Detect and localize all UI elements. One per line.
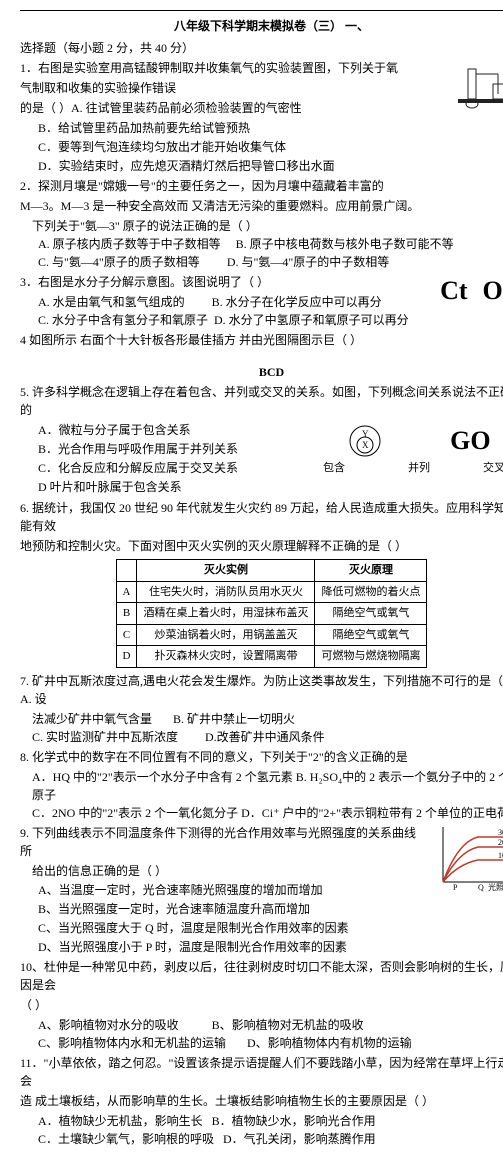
row-c: C: [116, 624, 137, 646]
q10-opt-a: A、影响植物对水分的吸收: [38, 1018, 179, 1032]
q7-opt-d: D.改善矿井中通风条件: [205, 730, 325, 744]
exam-title: 八年级下科学期末模拟卷（三） 一、: [20, 17, 503, 35]
row-b: B: [116, 603, 137, 625]
svg-text:P: P: [453, 883, 458, 892]
svg-text:Y: Y: [362, 429, 369, 439]
label-oo: OO: [483, 276, 503, 305]
q2-opt-d: D. 与"氨—4"原子的中子数相等: [227, 255, 389, 269]
cell-b1: 酒精在桌上着火时，用湿抹布盖灭: [137, 603, 315, 625]
q10-opt-d: D、影响植物体内有机物的运输: [247, 1036, 412, 1050]
q7-stem-2: 法减少矿井中氧气含量: [32, 712, 152, 726]
q3-figure: Ct OO: [440, 271, 503, 310]
q9-opt-b: B、当光照强度一定时，光合速率随温度升高而增加: [38, 900, 503, 918]
q2-stem-2: M—3。M—3 是一种安全高效而 又清洁无污染的重要燃料。应用前景广阔。: [20, 197, 503, 215]
q6-table: 灭火实例灭火原理 A住宅失火时，消防队员用水灭火降低可燃物的着火点 B酒精在桌上…: [116, 559, 428, 668]
cell-a2: 降低可燃物的着火点: [315, 581, 427, 603]
row-d: D: [116, 646, 137, 668]
rel-contain: 包含: [323, 460, 345, 477]
cell-c1: 炒菜油锅着火时，用锅盖盖灭: [137, 624, 315, 646]
q11-opt-c: C．土壤缺少氧气，影响根的呼吸: [38, 1132, 214, 1146]
q1-stem-2: 气制取和收集的实验操作错误: [20, 79, 503, 97]
cell-a1: 住宅失火时，消防队员用水灭火: [137, 581, 315, 603]
q5-figure: YX GO 包含 并列 交叉: [313, 421, 503, 478]
q10-stem: 10、杜仲是一种常见中药，剥皮以后，往往剥树皮时切口不能太深，否则会影响树的生长…: [20, 958, 503, 994]
q9-graph: 30℃ 20℃ 10℃ P Q 光照强度: [433, 822, 503, 897]
q2-opt-b: B. 原子中核电荷数与核外电子数可能不等: [236, 237, 454, 251]
q8-opt-c: C．2NO 中的"2"表示 2 个一氧化氮分子 D．Ci⁺ 户中的"2+"表示铜…: [20, 804, 503, 822]
row-a: A: [116, 581, 137, 603]
rel-parallel: 并列: [408, 460, 430, 477]
q11-stem-2: 造 成土壤板结，从而影响草的生长。土壤板结影响植物生长的主要原因是（ ）: [20, 1092, 503, 1110]
q3-opt-c: C. 水分子中含有氢分子和氧原子: [38, 313, 208, 327]
q2-stem: 2．探测月壤是"嫦娥一号"的主要任务之一，因为月壤中蕴藏着丰富的: [20, 177, 503, 195]
q3-opt-d: D. 水分了中氢原子和氧原子可以再分: [214, 313, 409, 327]
q2-opt-a: A. 原子核内质子数等于中子数相等: [38, 237, 221, 251]
cell-d1: 扑灭森林火灾时，设置隔离带: [137, 646, 315, 668]
q9-stem-2: 给出的信息正确的是（ ）: [20, 862, 503, 880]
q11-opt-a: A．植物缺少无机盐，影响生长: [38, 1114, 203, 1128]
q2-opt-c: C. 与"氨—4"原子的质子数相等: [38, 255, 200, 269]
q2-stem-3: 下列关于"氨—3" 原子的说法正确的是（ ）: [20, 217, 503, 235]
q8-opt-a: A．HQ 中的"2"表示一个水分子中含有 2 个氢元素 B. H₂SO₄中的 2…: [20, 768, 503, 804]
q1-stem: 1．右图是实验室用高锰酸钾制取并收集氧气的实验装置图，下列关于氧: [20, 59, 503, 77]
svg-text:X: X: [362, 440, 369, 450]
rel-cross: 交叉: [483, 460, 503, 477]
section-heading: 选择题（每小题 2 分，共 40 分）: [20, 39, 503, 57]
label-ct: Ct: [440, 276, 467, 305]
svg-text:20℃: 20℃: [498, 838, 503, 847]
q6-stem-2: 地预防和控制火灾。下面对图中灭火实例的灭火原理解释不正确的是（ ）: [20, 537, 503, 555]
q6-stem: 6. 据统计，我国仅 20 世纪 90 年代就发生火灾约 89 万起，给人民造成…: [20, 499, 503, 535]
q1-opt-b: B．给试管里药品加热前要先给试管预热: [38, 119, 503, 137]
th-principle: 灭火原理: [315, 560, 427, 582]
q3-opt-b: B. 水分子在化学反应中可以再分: [212, 295, 382, 309]
cell-c2: 隔绝空气或氧气: [315, 624, 427, 646]
q10-opt-c: C、影响植物体内水和无机盐的运输: [38, 1036, 226, 1050]
svg-text:Q: Q: [478, 883, 484, 892]
q7-opt-c: C. 实时监测矿井中瓦斯浓度: [32, 730, 178, 744]
q10-stem-2: （ ）: [20, 996, 503, 1014]
q5-opt-d: D 叶片和叶脉属于包含关系: [38, 478, 503, 496]
q10-opt-b: B、影响植物对无机盐的吸收: [212, 1018, 364, 1032]
q5-stem: 5. 许多科学概念在逻辑上存在着包含、并列或交叉的关系。如图，下列概念间关系说法…: [20, 383, 503, 419]
q1-stem-3: 的是（ ）A. 往试管里装药品前必须检验装置的气密性: [20, 99, 503, 117]
apparatus-figure: [453, 59, 503, 119]
svg-text:30℃: 30℃: [498, 828, 503, 837]
svg-text:光照强度: 光照强度: [488, 882, 503, 892]
q11-opt-b: B．植物缺少水，影响光合作用: [212, 1114, 376, 1128]
q4-stem: 4 如图所示 右面个十大针板各形最佳插方 并由光图隔图示巨（ ）: [20, 331, 503, 349]
q3-stem: 3．右图是水分子分解示意图。该图说明了（ ）: [20, 273, 503, 291]
cell-b2: 隔绝空气或氧气: [315, 603, 427, 625]
q1-opt-d: D．实验结束时，应先熄灭酒精灯然后把导管口移出水面: [38, 157, 503, 175]
q9-opt-d: D、当光照强度小于 P 时，温度是限制光合作用效率的因素: [38, 938, 503, 956]
cell-d2: 可燃物与燃烧物隔离: [315, 646, 427, 668]
q1-opt-c: C．要等到气泡连续均匀放出才能开始收集气体: [38, 138, 503, 156]
q4-label: BCD: [20, 363, 503, 381]
q7-opt-b: B. 矿井中禁止一切明火: [173, 712, 295, 726]
q8-stem: 8. 化学式中的数字在不同位置有不同的意义，下列关于"2"的含义正确的是: [20, 748, 503, 766]
q11-stem: 11．"小草依依，踏之何忍。"设置该条提示语提醒人们不要践踏小草，因为经常在草坪…: [20, 1054, 503, 1090]
q9-opt-c: C、当光照强度大于 Q 时，温度是限制光合作用效率的因素: [38, 919, 503, 937]
label-go: GO: [450, 421, 490, 460]
svg-text:10℃: 10℃: [498, 851, 503, 860]
q9-stem: 9. 下列曲线表示不同温度条件下测得的光合作用效率与光照强度的关系曲线所: [20, 824, 503, 860]
th-example: 灭火实例: [137, 560, 315, 582]
q3-opt-a: A. 水是由氧气和氢气组成的: [38, 295, 185, 309]
q11-opt-d: D．气孔关闭，影响蒸腾作用: [223, 1132, 376, 1146]
q7-stem: 7. 矿井中瓦斯浓度过高,遇电火花会发生爆炸。为防止这类事故发生，下列措施不可行…: [20, 672, 503, 708]
